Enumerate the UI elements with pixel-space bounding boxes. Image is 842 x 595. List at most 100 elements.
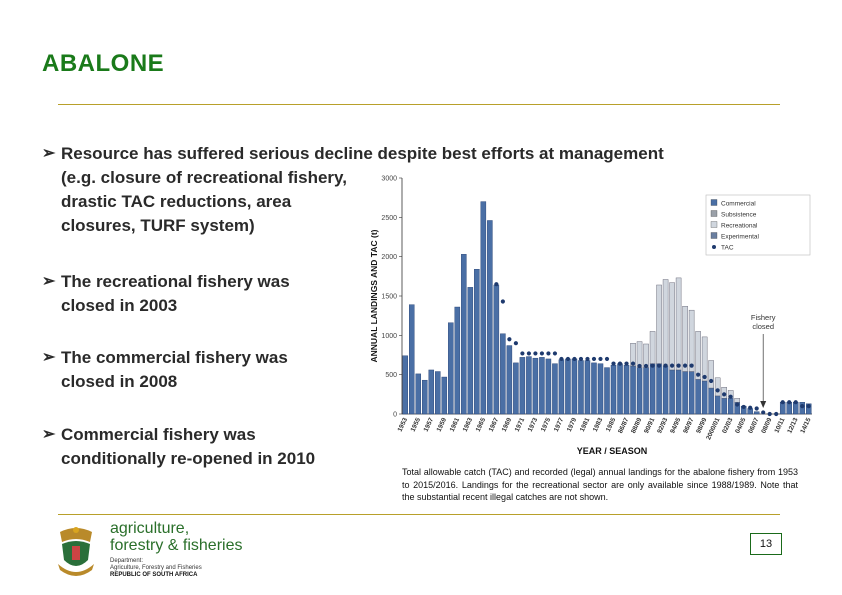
bar-commercial — [617, 363, 623, 415]
bullet-1-line-2: (e.g. closure of recreational fishery, d… — [61, 168, 347, 235]
logo-wordmark: agriculture, forestry & fisheries — [110, 520, 242, 554]
bar-commercial — [695, 379, 701, 415]
tac-point — [696, 372, 701, 377]
coat-of-arms-icon — [58, 527, 94, 576]
tac-point — [611, 361, 616, 366]
tac-point — [578, 356, 584, 362]
tac-point — [513, 341, 518, 346]
bar-recreational — [675, 277, 682, 371]
bar-commercial — [467, 287, 474, 415]
tac-point — [741, 404, 746, 410]
x-tick-label: 86/87 — [617, 417, 630, 435]
x-tick-label: 96/97 — [682, 417, 695, 435]
bar-commercial — [649, 363, 656, 415]
bar-commercial — [474, 269, 480, 415]
tac-point — [787, 400, 792, 405]
x-tick-label: 94/95 — [669, 417, 682, 435]
tac-point — [709, 378, 714, 384]
x-tick-label: 02/03 — [721, 417, 734, 435]
x-tick-label: 1971 — [514, 417, 527, 433]
department-text: Department: Agriculture, Forestry and Fi… — [110, 558, 202, 579]
x-tick-label: 1977 — [553, 417, 566, 433]
bar-commercial — [461, 254, 467, 415]
x-tick-label: 1985 — [605, 417, 618, 433]
y-tick-label: 500 — [385, 372, 397, 379]
x-tick-label: 14/15 — [799, 417, 812, 435]
tac-point — [565, 356, 571, 362]
bullet-1-line-1: Resource has suffered serious decline de… — [61, 144, 664, 163]
x-tick-label: 1963 — [462, 417, 475, 433]
bar-commercial — [519, 357, 526, 415]
tac-point — [669, 363, 675, 368]
x-tick-label: 04/05 — [734, 417, 747, 435]
x-tick-label: 92/93 — [656, 417, 669, 435]
bar-commercial — [415, 373, 422, 415]
bar-commercial — [454, 306, 461, 415]
bar-commercial — [571, 358, 578, 415]
y-tick-label: 2500 — [381, 215, 397, 222]
tac-point — [585, 356, 590, 362]
tac-point — [663, 363, 668, 368]
y-tick-label: 2000 — [381, 254, 397, 261]
slide-title: ABALONE — [42, 50, 165, 77]
abalone-landings-chart: 0 500 1000 1500 2000 2500 3000 ANNUAL LANDINGS … — [369, 176, 813, 457]
tac-point — [598, 356, 603, 362]
bullet-2-text: The recreational fishery was closed in 2… — [61, 272, 290, 315]
legend-swatch — [710, 232, 718, 239]
tac-point — [630, 361, 636, 366]
bar-commercial — [610, 365, 617, 415]
bar-commercial — [409, 304, 415, 415]
bar-commercial — [532, 357, 539, 415]
x-tick-label: 1961 — [449, 417, 462, 433]
bar-commercial — [526, 356, 532, 415]
tac-point — [793, 400, 798, 405]
bullet-3: ➢ The commercial fishery was closed in 2… — [42, 346, 342, 394]
chart-legend — [705, 194, 811, 256]
tac-point — [774, 411, 779, 417]
page-number: 13 — [750, 533, 782, 555]
bar-commercial — [753, 411, 760, 415]
tac-point — [761, 410, 766, 415]
tac-point — [656, 363, 662, 368]
bar-recreational — [662, 279, 669, 367]
y-tick-label: 0 — [393, 412, 397, 419]
x-tick-label: 1965 — [475, 417, 488, 433]
bar-commercial — [448, 322, 454, 415]
bar-commercial — [402, 355, 408, 415]
tac-point — [682, 363, 688, 368]
tac-point — [748, 405, 753, 410]
legend-swatch-tac — [712, 245, 716, 249]
bar-commercial — [636, 367, 643, 415]
legend-label: Recreational — [721, 223, 758, 230]
arrow-bullet-icon: ➢ — [42, 349, 56, 366]
bar-commercial — [662, 365, 669, 415]
department-logo: agriculture, forestry & fisheries Depart… — [52, 520, 252, 586]
bar-commercial — [708, 387, 714, 415]
bar-commercial — [565, 358, 571, 415]
tac-point — [767, 411, 772, 417]
bar-commercial — [597, 363, 604, 415]
bar-commercial — [441, 376, 448, 415]
tac-point — [637, 363, 642, 369]
bar-recreational — [734, 398, 740, 403]
bullet-4: ➢ Commercial fishery was conditionally r… — [42, 423, 332, 471]
tac-point — [676, 363, 681, 368]
x-tick-label: 98/99 — [695, 417, 708, 435]
bar-commercial — [422, 379, 428, 415]
bar-recreational — [636, 341, 643, 368]
bar-commercial — [656, 363, 662, 415]
bar-recreational — [682, 306, 688, 372]
bar-commercial — [675, 369, 682, 415]
legend-label: TAC — [721, 245, 734, 252]
bar-commercial — [552, 363, 558, 415]
dept-line-3: REPUBLIC OF SOUTH AFRICA — [110, 572, 198, 578]
tac-point — [533, 351, 538, 356]
bar-recreational — [669, 282, 675, 371]
legend-swatch — [710, 221, 718, 228]
logo-line-2: forestry & fisheries — [110, 537, 243, 554]
tac-point — [650, 363, 655, 368]
bar-commercial — [480, 201, 487, 415]
tac-point — [754, 406, 759, 411]
x-tick-label: 1957 — [423, 417, 436, 433]
tac-point — [689, 363, 694, 368]
